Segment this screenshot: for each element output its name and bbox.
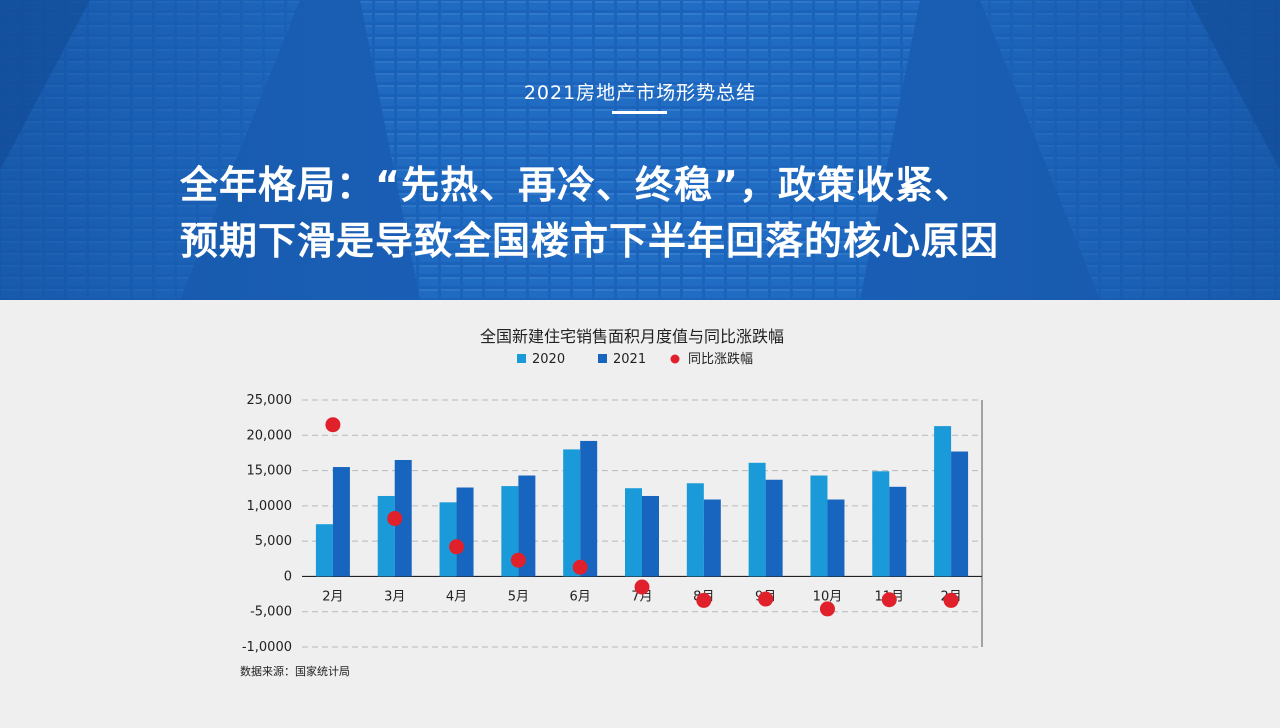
yoy-point xyxy=(881,592,897,608)
bar-2020 xyxy=(439,502,457,577)
bar-2020 xyxy=(315,524,333,577)
bar-2020 xyxy=(501,486,519,577)
headline-line-2: 预期下滑是导致全国楼市下半年回落的核心原因 xyxy=(180,219,1000,263)
bar-2020 xyxy=(377,495,395,577)
y-tick-label: 1,0000 xyxy=(247,499,293,514)
section-eyebrow: 2021房地产市场形势总结 xyxy=(523,82,757,104)
bar-2020 xyxy=(810,475,828,577)
x-tick-label: 2月 xyxy=(322,589,343,604)
bar-2021 xyxy=(332,467,350,577)
bar-2021 xyxy=(889,486,907,577)
x-tick-label: 5月 xyxy=(508,589,529,604)
bar-2021 xyxy=(518,475,536,577)
data-source: 数据来源：国家统计局 xyxy=(240,664,350,678)
bar-2021 xyxy=(580,440,598,577)
bar-2020 xyxy=(934,426,952,577)
y-tick-label: 25,000 xyxy=(247,393,293,408)
chart-legend: 2020 2021 同比涨跌幅 xyxy=(517,351,753,367)
bar-2021 xyxy=(951,451,969,577)
yoy-point xyxy=(758,591,774,607)
yoy-point xyxy=(449,539,465,555)
legend-swatch-2021 xyxy=(598,354,607,363)
bar-2021 xyxy=(703,499,721,577)
yoy-point xyxy=(325,417,341,433)
hero-banner: 2021房地产市场形势总结 全年格局：“先热、再冷、终稳”，政策收紧、 预期下滑… xyxy=(0,0,1280,300)
bar-2020 xyxy=(563,449,581,577)
bar-2021 xyxy=(765,479,783,577)
headline-line-1: 全年格局：“先热、再冷、终稳”，政策收紧、 xyxy=(180,163,973,207)
bar-2020 xyxy=(686,483,704,577)
yoy-point xyxy=(634,579,650,595)
bar-2021 xyxy=(456,487,474,577)
eyebrow-underline xyxy=(612,111,667,114)
y-tick-label: 15,000 xyxy=(247,464,293,479)
legend-dot-yoy xyxy=(670,354,680,364)
bar-2021 xyxy=(827,499,845,577)
plot-area: 25,000 20,000 15,000 1,0000 5,000 0 -5,000 -1,0… xyxy=(242,393,983,655)
x-tick-label: 10月 xyxy=(813,589,843,604)
sales-area-chart: 全国新建住宅销售面积月度值与同比涨跌幅 2020 2021 同比涨跌幅 25,0… xyxy=(240,327,983,678)
legend-swatch-2020 xyxy=(517,354,526,363)
chart-section: 全国新建住宅销售面积月度值与同比涨跌幅 2020 2021 同比涨跌幅 25,0… xyxy=(0,300,1280,724)
y-tick-label: -1,0000 xyxy=(242,640,292,655)
legend-label-2021: 2021 xyxy=(613,352,646,367)
y-tick-label: 0 xyxy=(284,569,292,584)
bar-2021 xyxy=(642,495,659,577)
yoy-point xyxy=(387,511,403,527)
y-tick-label: 20,000 xyxy=(247,428,293,443)
bar-2020 xyxy=(625,488,642,577)
legend-label-yoy: 同比涨跌幅 xyxy=(688,351,753,367)
yoy-point xyxy=(696,592,712,608)
yoy-point xyxy=(510,552,526,568)
bar-2020 xyxy=(748,462,766,577)
x-tick-label: 3月 xyxy=(384,589,405,604)
legend-label-2020: 2020 xyxy=(532,352,565,367)
bar-2021 xyxy=(394,459,412,577)
chart-title: 全国新建住宅销售面积月度值与同比涨跌幅 xyxy=(480,327,784,346)
yoy-point xyxy=(943,592,959,608)
y-tick-label: -5,000 xyxy=(250,605,292,620)
building-background-image xyxy=(0,0,1280,300)
yoy-point xyxy=(572,559,588,575)
x-tick-label: 6月 xyxy=(570,589,591,604)
bar-2020 xyxy=(872,471,890,577)
x-tick-label: 4月 xyxy=(446,589,467,604)
x-tick-label: 7月 xyxy=(631,589,652,604)
y-tick-label: 5,000 xyxy=(255,534,292,549)
yoy-point xyxy=(819,601,835,617)
